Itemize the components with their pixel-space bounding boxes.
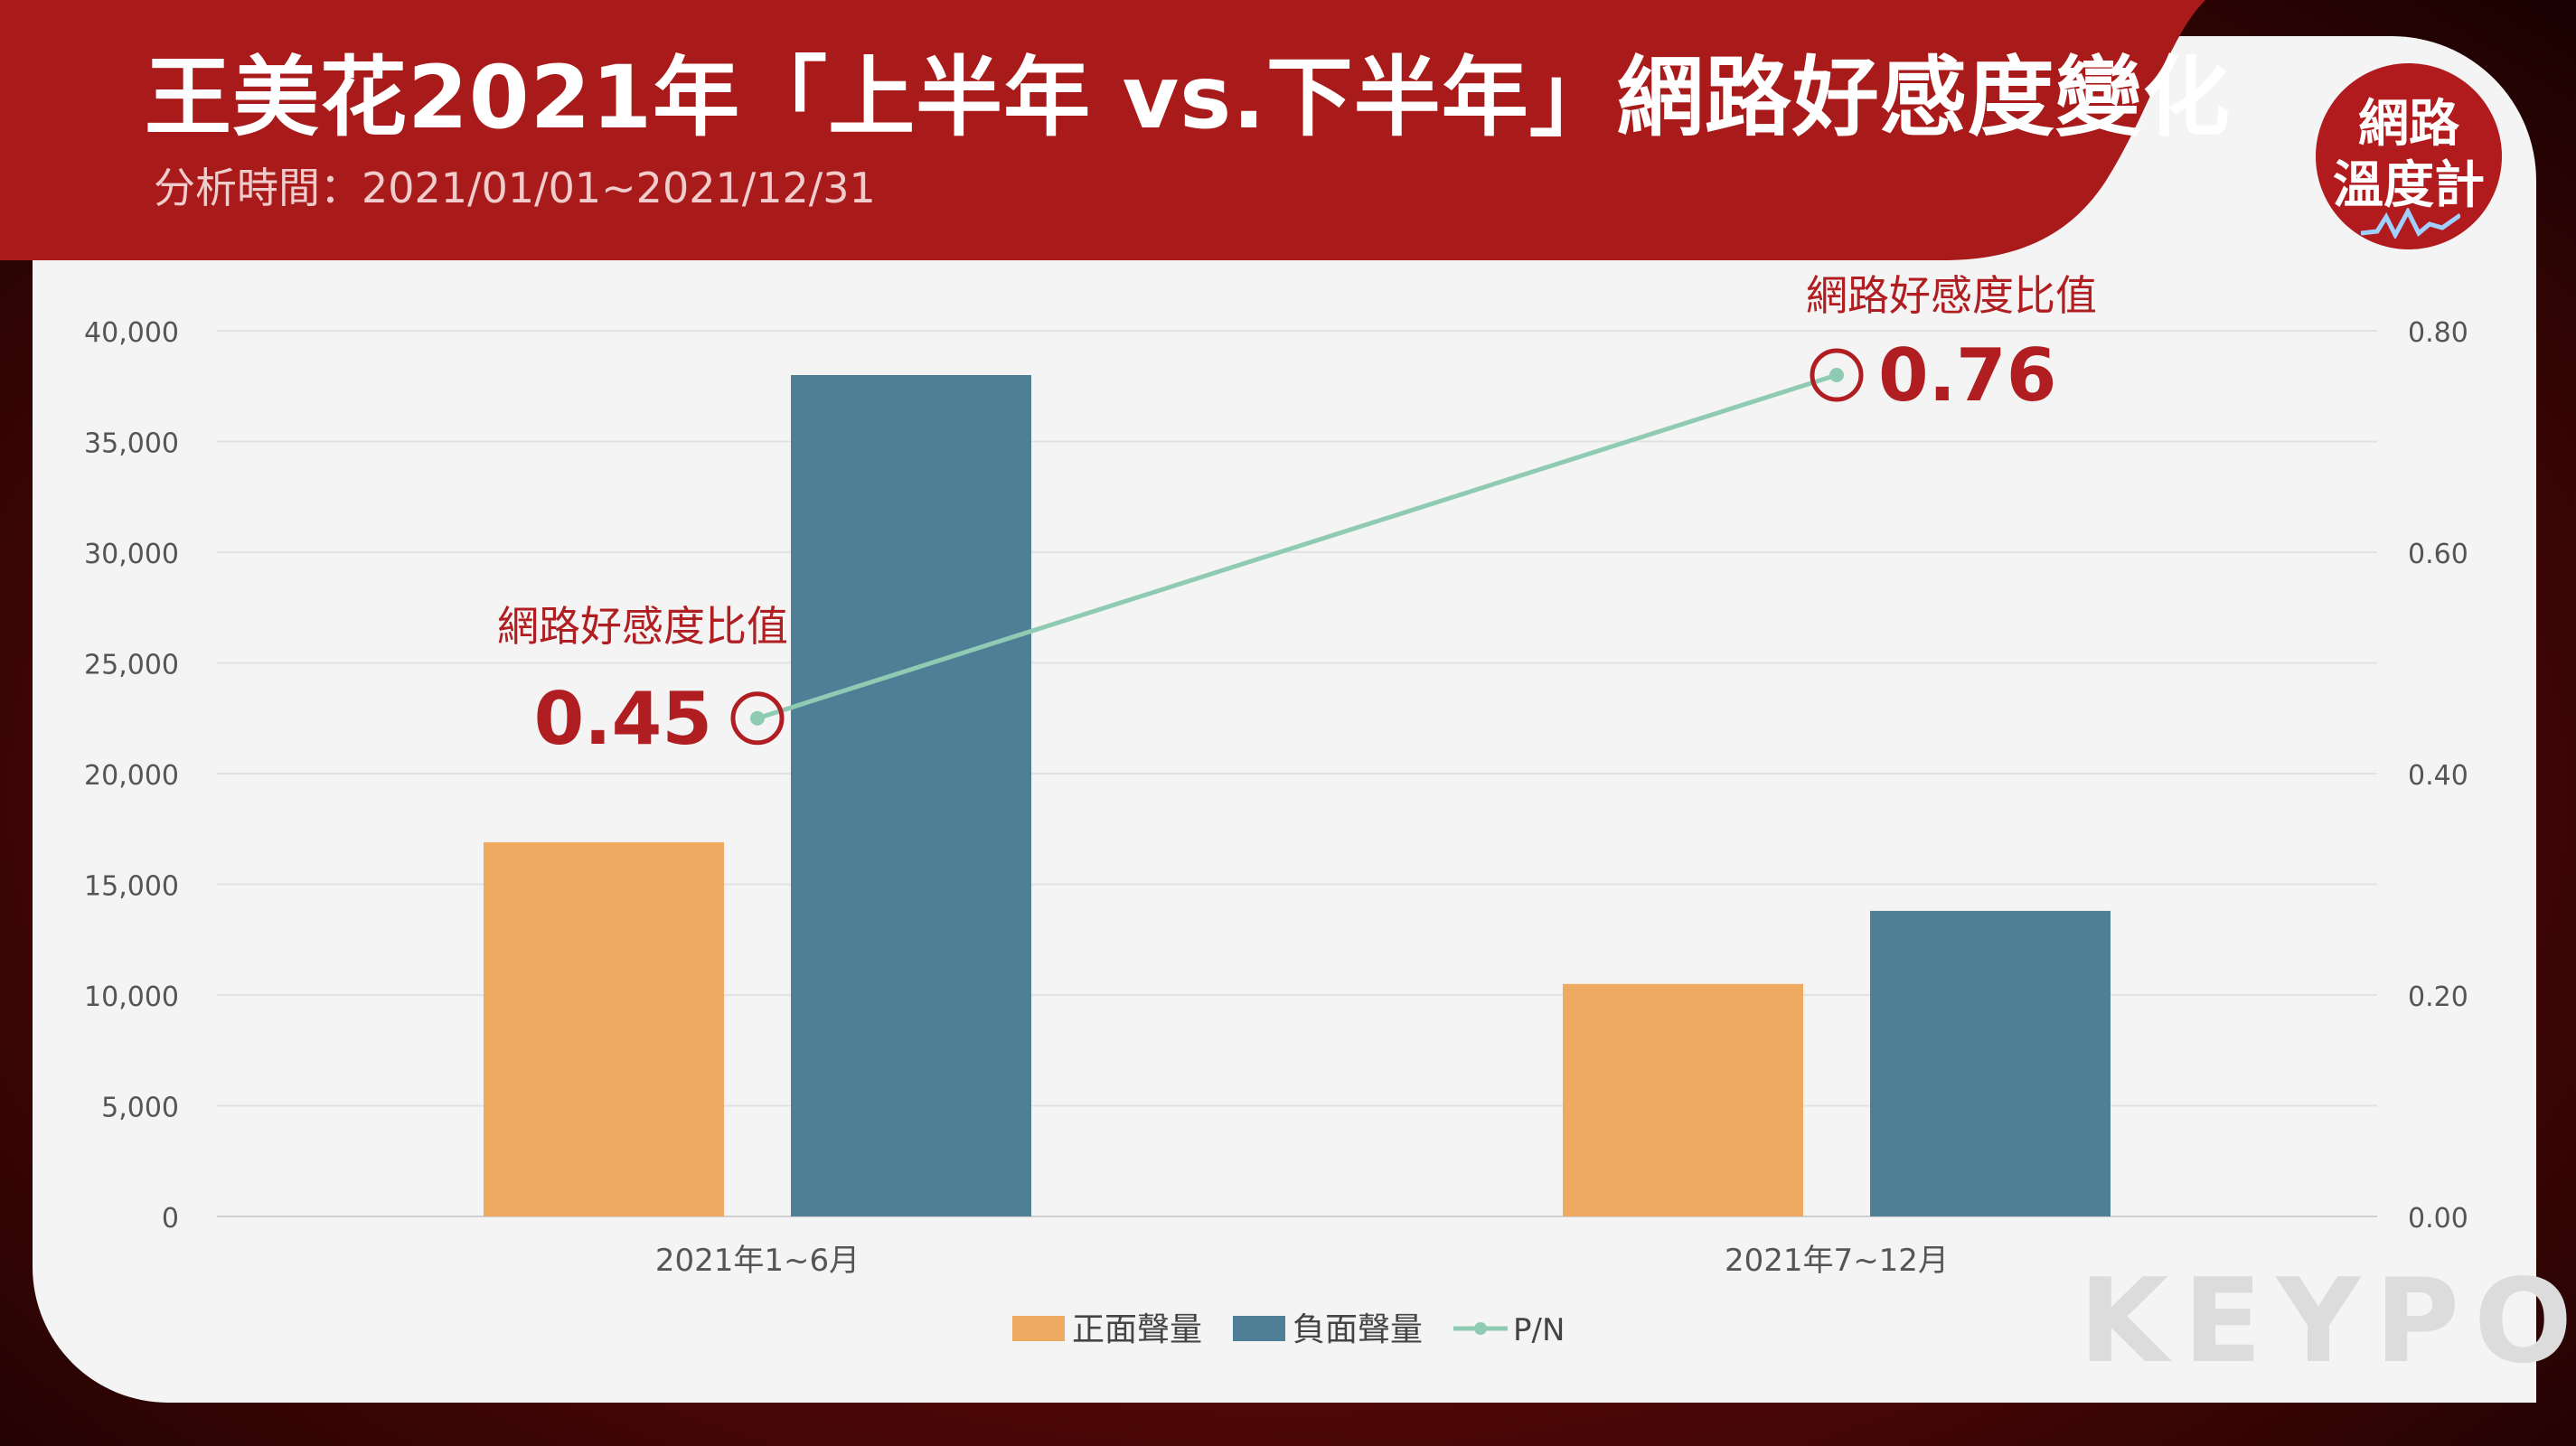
- keypo-watermark: KEYPO: [2079, 1254, 2576, 1389]
- legend-marker-ratio: [1474, 1322, 1487, 1335]
- pulse-icon: [2361, 208, 2460, 239]
- annotation-label: 網路好感度比值: [1806, 271, 2097, 320]
- badge-line-1: 網路: [2358, 95, 2459, 154]
- bar-negative: [791, 375, 1031, 1216]
- legend[interactable]: 正面聲量 負面聲量 P/N: [1012, 1311, 1565, 1348]
- left-tick-label: 15,000: [84, 871, 179, 903]
- ratio-line: [757, 372, 1838, 721]
- x-tick-label: 2021年7~12月: [1725, 1243, 1949, 1279]
- bar-series: [484, 375, 2111, 1216]
- annotation-circle: [1810, 348, 1864, 402]
- right-axis: 0.00 0.20 0.40 0.60 0.80: [2408, 317, 2468, 1235]
- legend-swatch-negative: [1233, 1316, 1285, 1341]
- legend-label-positive: 正面聲量: [1072, 1311, 1202, 1348]
- ratio-point: [1829, 368, 1844, 382]
- right-tick-label: 0.80: [2408, 317, 2468, 349]
- left-tick-label: 20,000: [84, 760, 179, 792]
- bar-positive: [484, 841, 724, 1216]
- right-tick-label: 0.40: [2408, 760, 2468, 792]
- legend-label-ratio: P/N: [1513, 1312, 1565, 1348]
- annotation-label: 網路好感度比值: [497, 602, 788, 651]
- temperature-badge: 網路 溫度計: [2316, 63, 2502, 249]
- ratio-line-series: [750, 368, 1844, 726]
- annotation-value: 0.76: [1878, 333, 2056, 418]
- left-tick-label: 40,000: [84, 317, 179, 349]
- right-tick-label: 0.00: [2408, 1203, 2468, 1235]
- left-tick-label: 0: [162, 1203, 179, 1235]
- right-tick-label: 0.20: [2408, 981, 2468, 1013]
- badge-line-2: 溫度計: [2333, 156, 2485, 215]
- legend-label-negative: 負面聲量: [1293, 1311, 1423, 1348]
- annotation-circle: [730, 691, 785, 746]
- header-banner: [0, 0, 2205, 260]
- left-axis: 0 5,000 10,000 15,000 20,000 25,000 30,000 35,0…: [84, 317, 179, 1235]
- left-tick-label: 10,000: [84, 981, 179, 1013]
- page-title: 王美花2021年「上半年 vs.下半年」網路好感度變化: [145, 47, 2231, 148]
- bar-negative: [1870, 910, 2111, 1216]
- x-tick-label: 2021年1~6月: [655, 1243, 860, 1279]
- annotation-value: 0.45: [534, 677, 712, 761]
- left-tick-label: 25,000: [84, 650, 179, 681]
- legend-swatch-positive: [1012, 1316, 1065, 1341]
- x-axis: 2021年1~6月 2021年7~12月: [655, 1243, 1949, 1279]
- left-tick-label: 5,000: [101, 1093, 179, 1124]
- analysis-period: 分析時間：2021/01/01~2021/12/31: [154, 164, 876, 212]
- annotations: 網路好感度比值 0.45 網路好感度比值 0.76: [497, 271, 2097, 761]
- right-tick-label: 0.60: [2408, 539, 2468, 570]
- left-tick-label: 30,000: [84, 539, 179, 570]
- left-tick-label: 35,000: [84, 428, 179, 460]
- chart-card: [33, 36, 2536, 1403]
- ratio-point: [750, 710, 765, 726]
- bar-positive: [1563, 983, 1803, 1216]
